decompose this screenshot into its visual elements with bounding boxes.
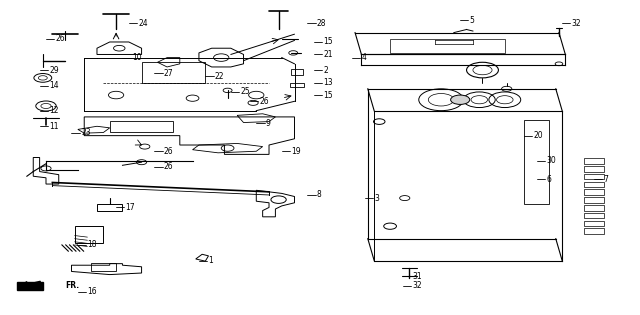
Text: 30: 30 (546, 156, 556, 165)
Circle shape (451, 95, 470, 104)
Bar (97, 204, 122, 211)
Text: 21: 21 (323, 50, 333, 59)
Text: 32: 32 (572, 19, 581, 28)
Bar (584, 181, 604, 187)
Text: 24: 24 (138, 19, 148, 28)
Bar (584, 158, 604, 164)
Bar (291, 69, 303, 75)
Bar (75, 226, 103, 243)
Bar (584, 205, 604, 211)
Bar (524, 120, 549, 204)
Bar (91, 263, 116, 271)
Bar (584, 220, 604, 226)
Text: 9: 9 (266, 119, 271, 128)
Bar (584, 197, 604, 203)
Text: FR.: FR. (65, 281, 79, 290)
Text: 6: 6 (546, 175, 551, 184)
Text: 5: 5 (470, 16, 475, 25)
Text: 1: 1 (209, 256, 213, 265)
Text: 22: 22 (215, 72, 225, 81)
Text: 28: 28 (317, 19, 326, 28)
Text: 7: 7 (604, 175, 609, 184)
Bar (584, 213, 604, 218)
Text: 11: 11 (49, 122, 59, 131)
Bar (17, 282, 43, 290)
Bar (109, 121, 173, 132)
Bar (584, 174, 604, 179)
Text: 20: 20 (534, 131, 543, 140)
Text: 17: 17 (125, 203, 135, 212)
Text: 32: 32 (412, 281, 422, 290)
Text: 4: 4 (362, 53, 366, 62)
Text: 25: 25 (241, 88, 250, 96)
Bar (584, 189, 604, 195)
Bar (584, 166, 604, 172)
Bar (584, 228, 604, 234)
Text: 31: 31 (412, 272, 422, 281)
Text: 10: 10 (132, 53, 141, 62)
Text: 18: 18 (88, 240, 97, 249)
Text: 27: 27 (164, 69, 173, 78)
Text: 26: 26 (164, 162, 173, 171)
Bar (390, 39, 505, 53)
Text: 13: 13 (323, 78, 333, 87)
Text: 2: 2 (323, 66, 328, 75)
Text: 8: 8 (317, 191, 321, 199)
Text: 15: 15 (323, 37, 333, 47)
Text: 16: 16 (88, 287, 97, 296)
Bar (290, 83, 304, 87)
Text: 15: 15 (323, 90, 333, 100)
Text: 29: 29 (49, 66, 59, 75)
Text: 26: 26 (56, 34, 65, 43)
Text: 26: 26 (164, 147, 173, 156)
Text: 26: 26 (259, 97, 269, 106)
Text: 3: 3 (374, 194, 379, 203)
Text: 23: 23 (81, 128, 91, 137)
Text: 12: 12 (49, 106, 59, 115)
Text: 19: 19 (291, 147, 301, 156)
Bar (141, 62, 205, 83)
Text: 14: 14 (49, 81, 59, 90)
